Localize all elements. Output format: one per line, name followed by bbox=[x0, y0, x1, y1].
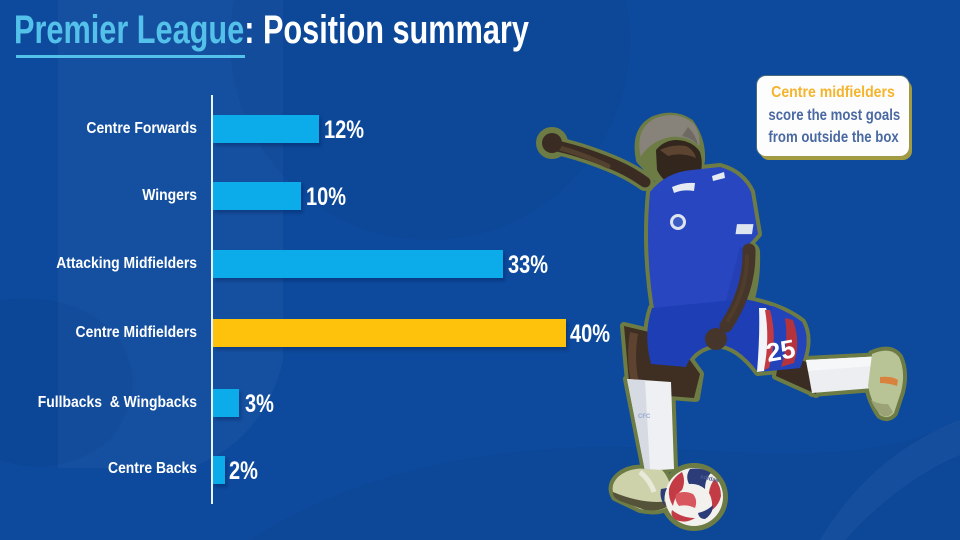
svg-text:CFC: CFC bbox=[638, 414, 651, 420]
svg-text:25: 25 bbox=[764, 333, 798, 368]
svg-text:adidas: adidas bbox=[700, 474, 721, 485]
